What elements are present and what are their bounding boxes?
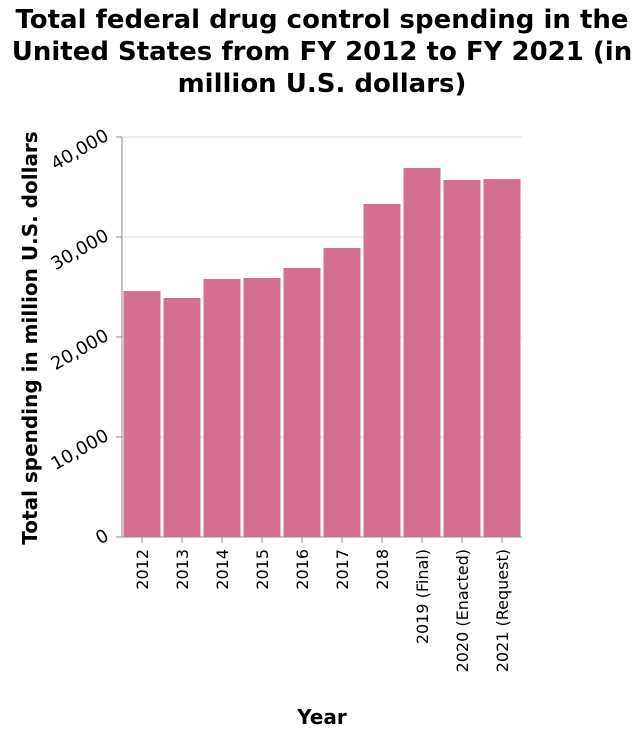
y-tick-labels: 0 10,000 20,000 30,000 40,000 bbox=[47, 125, 112, 549]
bar bbox=[124, 291, 161, 537]
y-tick-label: 0 bbox=[92, 525, 112, 549]
x-tick-labels: 2012 2013 2014 2015 2016 2017 2018 2019 (Final)… bbox=[133, 549, 512, 672]
x-tick-label: 2021 (Request) bbox=[493, 549, 512, 672]
x-tick-label: 2019 (Final) bbox=[413, 549, 432, 644]
bar bbox=[204, 279, 241, 537]
x-tick-label: 2018 bbox=[373, 549, 392, 590]
y-axis-label: Total spending in million U.S. dollars bbox=[18, 131, 42, 544]
y-tick-label: 20,000 bbox=[47, 325, 112, 375]
x-tick-label: 2020 (Enacted) bbox=[453, 549, 472, 672]
x-tick-label: 2013 bbox=[173, 549, 192, 590]
x-tick-label: 2014 bbox=[213, 549, 232, 590]
bar bbox=[244, 278, 281, 537]
bar bbox=[324, 248, 361, 537]
x-tick-label: 2012 bbox=[133, 549, 152, 590]
bar bbox=[284, 268, 321, 537]
y-tick-label: 30,000 bbox=[47, 225, 112, 275]
y-tick-label: 40,000 bbox=[47, 125, 112, 175]
x-tick-label: 2015 bbox=[253, 549, 272, 590]
x-axis-label: Year bbox=[296, 705, 347, 729]
x-tick-label: 2016 bbox=[293, 549, 312, 590]
bar bbox=[484, 179, 521, 537]
x-tick-label: 2017 bbox=[333, 549, 352, 590]
bars bbox=[124, 168, 521, 537]
bar bbox=[404, 168, 441, 537]
bar bbox=[364, 204, 401, 537]
bar bbox=[444, 180, 481, 537]
y-tick-label: 10,000 bbox=[47, 425, 112, 475]
bar bbox=[164, 298, 201, 537]
